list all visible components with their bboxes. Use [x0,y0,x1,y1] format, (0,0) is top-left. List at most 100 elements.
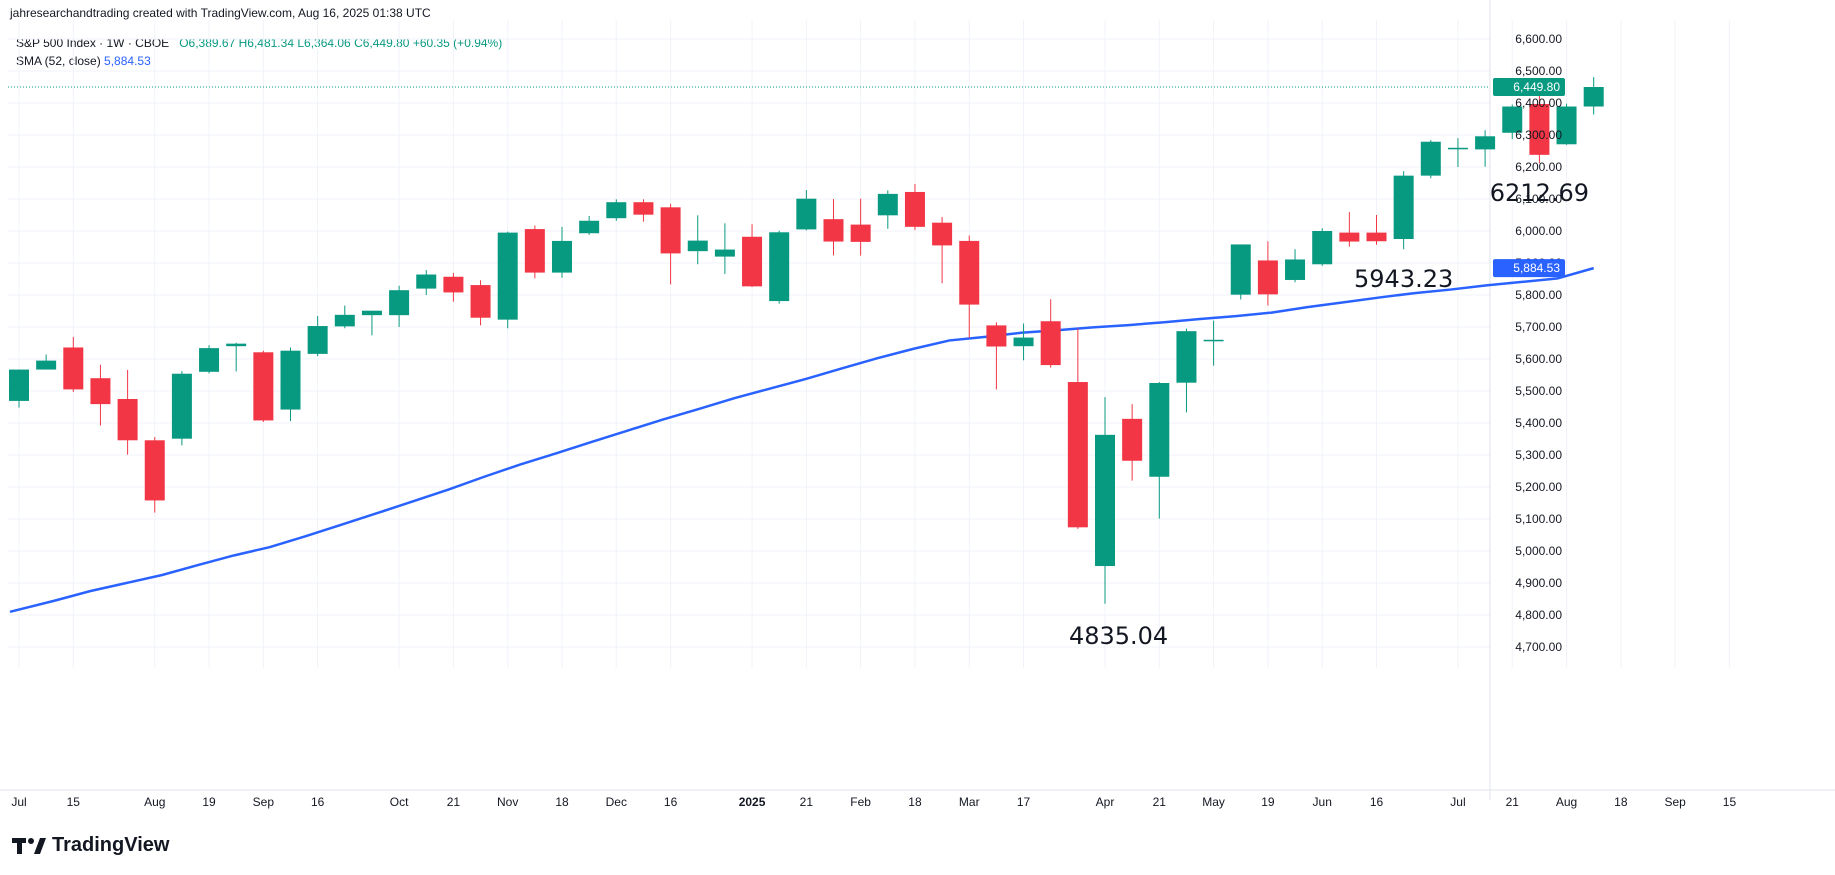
candle-body [280,350,301,410]
candle-body [1583,87,1604,107]
candle [1366,215,1387,245]
candle-body [1502,106,1523,133]
time-tick-label: 17 [1017,795,1031,809]
candle [524,225,545,279]
candle-body [660,207,681,254]
candle [1285,249,1306,283]
candle-body [1230,244,1251,295]
time-tick-label: Aug [144,795,165,809]
candle-body [1149,383,1170,477]
price-tick-label: 6,000.00 [1515,224,1562,238]
price-tick-label: 6,300.00 [1515,128,1562,142]
candle [117,369,138,455]
candle [280,347,301,422]
candle [171,371,192,446]
candle-body [1312,231,1333,265]
candle [443,272,464,302]
last-price-tag: 6,449.80 [1493,78,1565,96]
time-tick-label: Mar [959,795,980,809]
candle-body [416,274,437,289]
candle [416,270,437,295]
time-tick-label: 18 [908,795,922,809]
candle-body [932,222,953,246]
candle [633,199,654,222]
price-tick-label: 5,500.00 [1515,384,1562,398]
candle [90,364,111,426]
time-tick-label: Sep [253,795,275,809]
time-tick-label: Apr [1096,795,1115,809]
tradingview-logo-icon [12,837,46,854]
chart-credit: jahresearchandtrading created with Tradi… [10,6,431,20]
candle-body [1393,175,1414,239]
candle [986,322,1007,390]
candle-body [1529,103,1550,155]
candle [1257,241,1278,306]
candle-body [1339,232,1360,242]
candle-body [1176,331,1197,383]
candle [1475,130,1496,167]
time-tick-label: 16 [664,795,678,809]
candle-body [687,240,708,252]
price-tick-label: 6,600.00 [1515,32,1562,46]
candle-body [769,232,790,302]
candle [1339,212,1360,247]
candle-body [389,290,410,316]
tradingview-logo[interactable]: TradingView [12,834,169,857]
time-tick-label: Dec [606,795,627,809]
candle-body [1257,260,1278,295]
candle [823,199,844,256]
candle [1230,244,1251,300]
time-tick-label: Nov [497,795,518,809]
candle [1393,171,1414,250]
time-tick-label: 16 [311,795,325,809]
sma-line [9,266,1595,614]
time-tick-label: Jul [11,795,26,809]
price-tick-label: 6,500.00 [1515,64,1562,78]
sma-price-tag: 5,884.53 [1493,259,1565,278]
candle [334,305,355,329]
time-tick-label: 21 [447,795,461,809]
last-price-tag-text: 6,449.80 [1513,80,1560,94]
candle [1502,104,1523,140]
candle [307,316,328,357]
candle-body [714,249,735,257]
candle [932,216,953,284]
legend-sma-row: SMA (52, close) 5,884.53 [16,52,502,70]
low-annotation: 4835.04 [1069,622,1168,650]
time-tick-label: 19 [202,795,216,809]
time-tick-label: May [1202,795,1225,809]
low-annotation: 5943.23 [1354,265,1453,293]
low-annotation: 6212.69 [1490,179,1589,207]
candle-body [1040,321,1061,366]
candle-body [1447,147,1468,150]
candle-body [877,193,898,216]
legend-sma-label[interactable]: SMA (52, close) [16,54,101,68]
candle [1176,328,1197,413]
candle [796,190,817,231]
candle-body [959,240,980,305]
candle [1149,382,1170,519]
candle [63,336,84,392]
price-tick-label: 5,600.00 [1515,352,1562,366]
candle-body [796,198,817,230]
last-price-tag-bg [1493,78,1565,96]
candle-body [36,360,57,370]
time-tick-label: 16 [1370,795,1384,809]
candle [714,223,735,274]
time-tick-label: 18 [1614,795,1628,809]
candle-body [63,347,84,390]
candle [1556,103,1577,145]
candle [552,226,572,278]
candle [1583,77,1604,115]
candle [226,342,247,372]
candle-body [742,236,763,287]
candle-body [144,440,165,501]
price-tick-label: 5,400.00 [1515,416,1562,430]
time-tick-label: Jul [1450,795,1465,809]
candle-body [552,240,572,273]
candle-body [90,378,111,405]
time-tick-label: Sep [1664,795,1686,809]
price-tick-label: 5,800.00 [1515,288,1562,302]
candle-body [1122,418,1143,461]
